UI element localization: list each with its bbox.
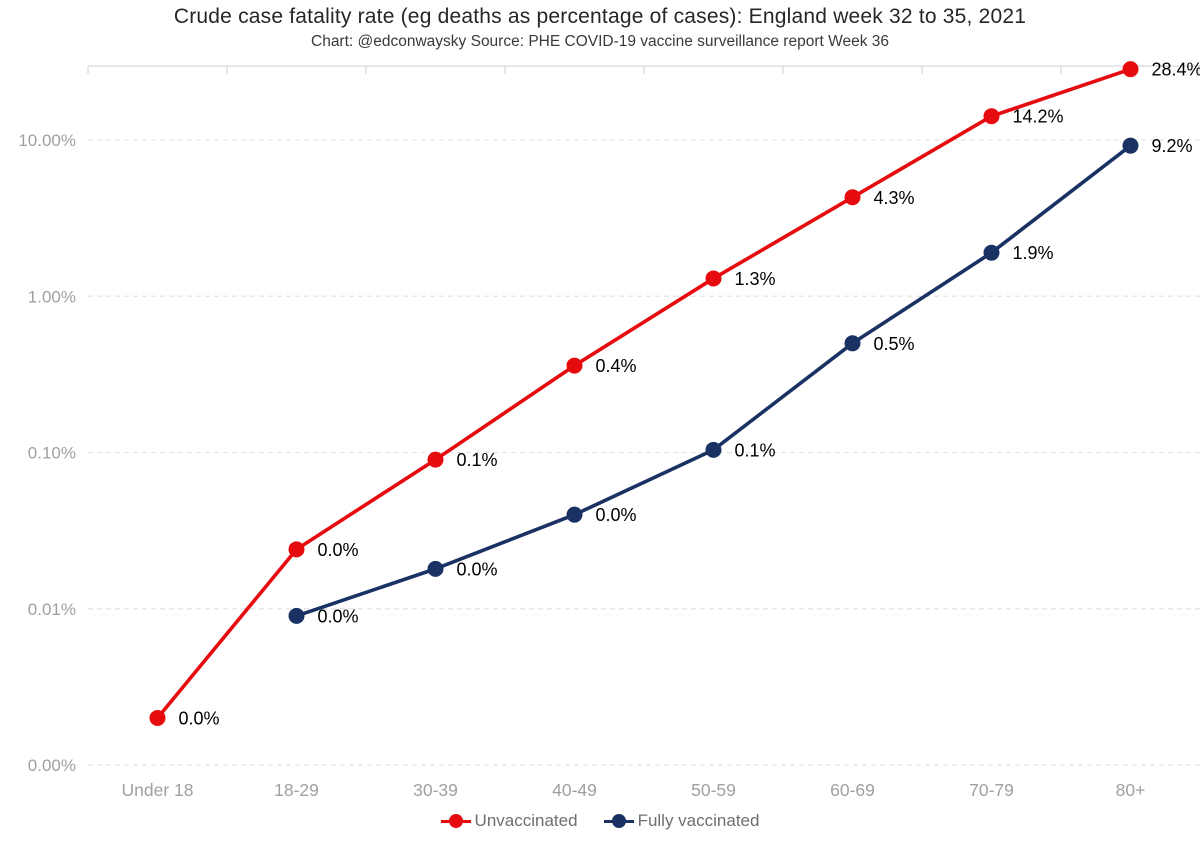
chart-subtitle: Chart: @edconwaysky Source: PHE COVID-19… — [311, 33, 889, 50]
legend-item-unvaccinated: Unvaccinated — [440, 811, 578, 831]
x-axis-label: 80+ — [1116, 780, 1146, 800]
data-point-label: 9.2% — [1152, 136, 1193, 156]
data-point-marker — [288, 607, 305, 624]
chart-title: Crude case fatality rate (eg deaths as p… — [173, 5, 1027, 28]
x-axis-label: 30-39 — [413, 780, 458, 800]
data-point-label: 1.3% — [735, 269, 776, 289]
legend-marker-fully-vaccinated — [603, 814, 634, 828]
y-axis-tick-label: 1.00% — [28, 287, 76, 306]
data-point-label: 0.0% — [318, 540, 359, 560]
data-point-label: 14.2% — [1013, 107, 1064, 127]
x-axis-label: 40-49 — [552, 780, 597, 800]
data-point-label: 0.1% — [735, 440, 776, 460]
y-axis-tick-label: 0.10% — [28, 444, 76, 463]
data-point-marker — [705, 441, 722, 458]
data-point-marker — [149, 709, 166, 726]
legend: Unvaccinated Fully vaccinated — [0, 811, 1200, 831]
data-point-marker — [983, 108, 1000, 125]
data-point-label: 28.4% — [1152, 60, 1200, 80]
legend-dot-icon — [611, 814, 626, 828]
legend-dot-icon — [448, 814, 463, 828]
series-line — [155, 67, 1133, 720]
y-axis-tick-label: 10.00% — [18, 131, 76, 150]
legend-item-fully-vaccinated: Fully vaccinated — [603, 811, 760, 831]
data-point-marker — [1122, 61, 1139, 78]
data-point-label: 0.5% — [874, 334, 915, 354]
y-axis-tick-label: 0.01% — [28, 600, 76, 619]
data-point-label: 0.4% — [596, 356, 637, 376]
data-point-marker — [983, 244, 1000, 261]
data-point-marker — [566, 506, 583, 523]
data-point-marker — [427, 560, 444, 577]
x-axis-label: 70-79 — [969, 780, 1014, 800]
legend-label-fully-vaccinated: Fully vaccinated — [637, 811, 760, 830]
data-point-marker — [427, 451, 444, 468]
x-axis-label: 18-29 — [274, 780, 319, 800]
data-point-marker — [844, 335, 861, 352]
data-point-marker — [566, 357, 583, 374]
y-axis-tick-label: 0.00% — [28, 756, 76, 775]
legend-marker-unvaccinated — [440, 814, 471, 828]
series-line — [294, 143, 1133, 618]
data-point-label: 1.9% — [1013, 243, 1054, 263]
data-point-label: 0.0% — [457, 559, 498, 579]
data-point-label: 0.0% — [596, 505, 637, 525]
x-axis-label: Under 18 — [122, 780, 194, 800]
data-point-marker — [288, 541, 305, 558]
legend-label-unvaccinated: Unvaccinated — [474, 811, 578, 830]
data-point-label: 0.0% — [318, 606, 359, 626]
data-point-marker — [705, 270, 722, 287]
data-point-marker — [844, 189, 861, 206]
data-point-label: 4.3% — [874, 188, 915, 208]
data-point-label: 0.1% — [457, 450, 498, 470]
data-point-marker — [1122, 137, 1139, 154]
x-axis-label: 60-69 — [830, 780, 875, 800]
data-point-label: 0.0% — [179, 708, 220, 728]
x-axis-label: 50-59 — [691, 780, 736, 800]
